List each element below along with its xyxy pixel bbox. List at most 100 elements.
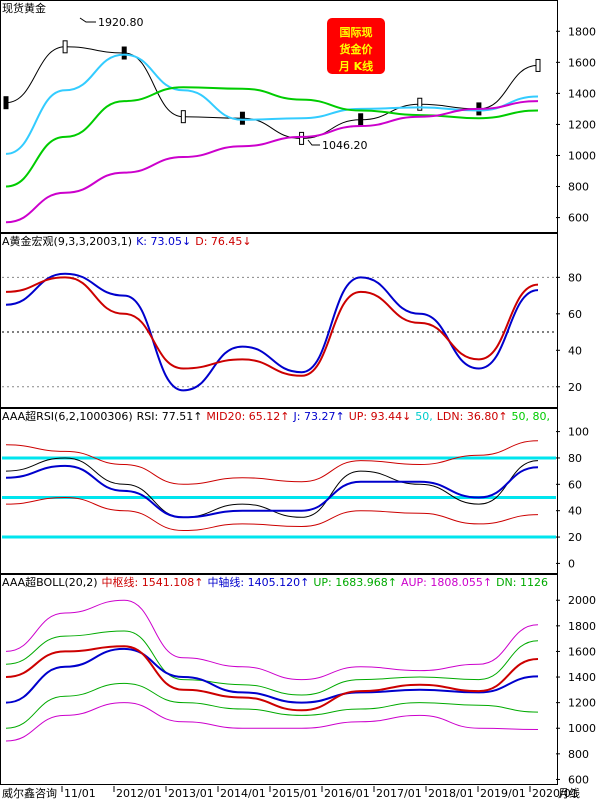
footer-date-0: 11/01 — [64, 787, 96, 800]
kd-d-line — [5, 276, 539, 377]
date-axis: 威尔鑫咨询 11/01 2012/01 2013/01 2014/01 2015/01 20… — [2, 786, 580, 800]
kd-tick-label-40: 40 — [568, 344, 582, 357]
hdr-boll-part-5: DN: 1126 — [496, 576, 548, 589]
boll-tick-label-800: 800 — [568, 748, 589, 761]
main-tick-label-1200: 1200 — [568, 118, 596, 131]
badge-line-3: 月 K线 — [338, 59, 373, 73]
rsi-ldn-line — [5, 496, 539, 532]
rsi-up-line — [5, 440, 539, 485]
kd-tick-label-80: 80 — [568, 271, 582, 284]
hdr-boll-part-2: 中轴线: 1405.120↑ — [207, 575, 309, 589]
hdr-kd-part-1: K: 73.05↓ — [136, 235, 191, 248]
low-pointer — [307, 139, 320, 146]
low-label: 1046.20 — [322, 139, 368, 152]
main-candle-1 — [62, 40, 68, 54]
main-candle-7 — [417, 97, 423, 111]
main-tick-label-1000: 1000 — [568, 149, 596, 162]
boll-header: AAA超BOLL(20,2) 中枢线: 1541.108↑ 中轴线: 1405.12… — [2, 575, 548, 589]
rsi-tick-label-100: 100 — [568, 426, 589, 439]
info-badge — [327, 18, 385, 74]
rsi-header: AAA超RSI(6,2,1000306) RSI: 77.51↑ MID20: 65… — [2, 409, 550, 423]
kd-tick-label-20: 20 — [568, 381, 582, 394]
boll-aup-line — [5, 599, 539, 681]
main-candle-9 — [535, 58, 541, 72]
main-candle-6 — [358, 113, 364, 127]
main-candle-3 — [180, 110, 186, 124]
footer-date-9: 2020/01 — [532, 787, 578, 800]
hdr-rsi-part-0: AAA超RSI(6,2,1000306) — [2, 409, 133, 423]
rsi-panel-frame — [0, 408, 558, 574]
footer-date-1: 2012/01 — [116, 787, 162, 800]
main-series-0 — [5, 46, 539, 139]
hdr-rsi-part-2: MID20: 65.12↑ — [206, 410, 289, 423]
boll-tick-label-1800: 1800 — [568, 620, 596, 633]
high-pointer — [79, 17, 96, 23]
boll-tick-label-1600: 1600 — [568, 645, 596, 658]
main-panel: 1800 1600 1400 1200 1000 800 600 — [3, 25, 596, 225]
hdr-rsi-part-7: 50, 80, — [512, 410, 550, 423]
hdr-rsi-part-5: 50, — [415, 410, 433, 423]
main-tick-label-1600: 1600 — [568, 56, 596, 69]
boll-up-line — [5, 630, 539, 696]
hdr-rsi-part-4: UP: 93.44↓ — [349, 410, 412, 423]
boll-tick-label-1200: 1200 — [568, 697, 596, 710]
rsi-tick-label-40: 40 — [568, 505, 582, 518]
hdr-boll-part-3: UP: 1683.968↑ — [313, 576, 397, 589]
main-candle-4 — [239, 111, 245, 125]
hdr-boll-part-0: AAA超BOLL(20,2) — [2, 575, 98, 589]
boll-adn-line — [5, 702, 539, 742]
kd-k-line — [5, 272, 539, 392]
hdr-rsi-part-3: J: 73.27↑ — [293, 410, 345, 423]
kd-tick-label-60: 60 — [568, 308, 582, 321]
main-series-1 — [5, 53, 539, 155]
footer-date-3: 2014/01 — [220, 787, 266, 800]
footer-period: 月线 — [558, 786, 580, 800]
hdr-kd-part-2: D: 76.45↓ — [195, 235, 251, 248]
footer-date-5: 2016/01 — [324, 787, 370, 800]
footer-date-7: 2018/01 — [428, 787, 474, 800]
main-tick-label-600: 600 — [568, 212, 589, 225]
hdr-rsi-part-1: RSI: 77.51↑ — [137, 410, 203, 423]
badge-line-1: 国际现 — [340, 25, 373, 39]
kd-panel: 80 60 40 20 — [2, 271, 582, 394]
main-panel-frame — [0, 0, 558, 233]
footer-date-2: 2013/01 — [168, 787, 214, 800]
chart-title: 现货黄金 — [2, 1, 46, 15]
rsi-panel: 100 80 60 40 20 0 — [2, 426, 589, 570]
rsi-tick-label-80: 80 — [568, 452, 582, 465]
boll-mid-line — [5, 645, 539, 712]
main-tick-label-1800: 1800 — [568, 25, 596, 38]
rsi-j-line — [5, 464, 539, 519]
main-candle-2 — [121, 46, 127, 60]
footer-date-8: 2019/01 — [480, 787, 526, 800]
hdr-kd-part-0: A黄金宏观(9,3,3,2003,1) — [2, 234, 132, 248]
footer-date-6: 2017/01 — [376, 787, 422, 800]
main-candle-5 — [299, 131, 305, 145]
rsi-tick-label-0: 0 — [568, 557, 575, 570]
rsi-tick-label-60: 60 — [568, 478, 582, 491]
main-tick-label-1400: 1400 — [568, 87, 596, 100]
rsi-line — [5, 457, 539, 518]
boll-panel: 2000 1800 1600 1400 1200 1000 800 600 — [5, 594, 596, 786]
boll-panel-frame — [0, 574, 558, 785]
main-tick-label-800: 800 — [568, 181, 589, 194]
boll-dn-line — [5, 682, 539, 729]
main-series-3 — [5, 100, 539, 224]
kd-header: A黄金宏观(9,3,3,2003,1) K: 73.05↓ D: 76.45↓ — [2, 234, 252, 248]
high-label: 1920.80 — [98, 16, 144, 29]
boll-tick-label-600: 600 — [568, 773, 589, 786]
boll-tick-label-2000: 2000 — [568, 594, 596, 607]
footer-brand: 威尔鑫咨询 — [2, 786, 57, 800]
kd-panel-frame — [0, 233, 558, 408]
boll-tick-label-1000: 1000 — [568, 722, 596, 735]
boll-tick-label-1400: 1400 — [568, 671, 596, 684]
hdr-boll-part-4: AUP: 1808.055↑ — [401, 576, 492, 589]
hdr-boll-part-1: 中枢线: 1541.108↑ — [102, 575, 204, 589]
boll-axis-line — [5, 647, 539, 704]
hdr-rsi-part-6: LDN: 36.80↑ — [437, 410, 508, 423]
main-series-2 — [5, 86, 539, 188]
main-candle-0 — [3, 96, 9, 110]
footer-date-4: 2015/01 — [272, 787, 318, 800]
badge-line-2: 货金价 — [339, 42, 374, 56]
